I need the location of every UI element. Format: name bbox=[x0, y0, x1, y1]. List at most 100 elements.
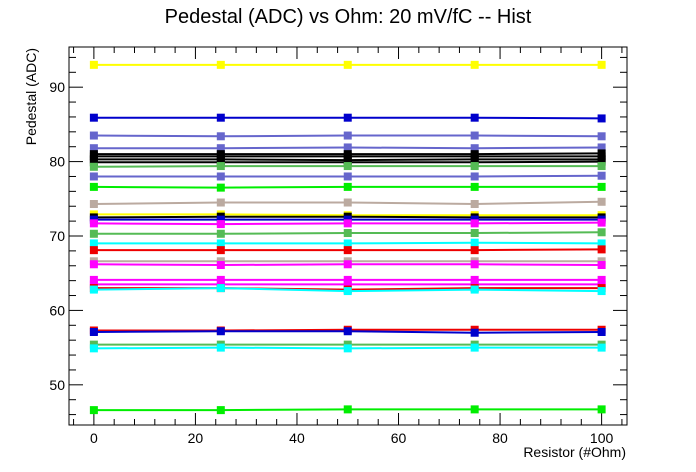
data-point bbox=[216, 198, 225, 207]
data-point bbox=[89, 285, 98, 294]
data-point bbox=[597, 182, 606, 191]
series-group bbox=[89, 60, 606, 415]
data-point bbox=[216, 215, 225, 224]
data-point bbox=[597, 327, 606, 336]
series-19 bbox=[89, 245, 606, 255]
data-point bbox=[470, 343, 479, 352]
data-point bbox=[343, 131, 352, 140]
series-18 bbox=[89, 238, 606, 248]
series-10 bbox=[89, 171, 606, 181]
y-tick-label: 90 bbox=[49, 79, 65, 95]
data-point bbox=[216, 220, 225, 229]
data-point bbox=[89, 229, 98, 238]
data-point bbox=[216, 406, 225, 415]
data-point bbox=[89, 406, 98, 415]
data-point bbox=[597, 60, 606, 69]
data-point bbox=[597, 197, 606, 206]
series-11 bbox=[89, 182, 606, 192]
data-point bbox=[470, 113, 479, 122]
data-point bbox=[216, 261, 225, 270]
data-point bbox=[470, 200, 479, 209]
data-point bbox=[343, 275, 352, 284]
series-9 bbox=[89, 162, 606, 171]
series-3 bbox=[89, 131, 606, 141]
data-point bbox=[216, 343, 225, 352]
data-point bbox=[343, 143, 352, 152]
data-point bbox=[597, 287, 606, 296]
data-point bbox=[89, 239, 98, 248]
series-27 bbox=[89, 327, 606, 337]
data-point bbox=[597, 405, 606, 414]
data-point bbox=[343, 239, 352, 248]
data-point bbox=[89, 113, 98, 122]
data-point bbox=[470, 219, 479, 228]
data-point bbox=[216, 113, 225, 122]
data-point bbox=[597, 171, 606, 180]
series-12 bbox=[89, 197, 606, 209]
data-point bbox=[216, 327, 225, 336]
data-point bbox=[89, 275, 98, 284]
x-tick-label: 20 bbox=[188, 430, 204, 446]
data-point bbox=[216, 144, 225, 153]
series-22 bbox=[89, 275, 606, 284]
data-point bbox=[89, 172, 98, 181]
chart-title: Pedestal (ADC) vs Ohm: 20 mV/fC -- Hist bbox=[164, 6, 532, 28]
y-tick-label: 50 bbox=[49, 377, 65, 393]
data-point bbox=[343, 405, 352, 414]
y-axis-label: Pedestal (ADC) bbox=[23, 48, 39, 145]
x-tick-label: 80 bbox=[492, 430, 508, 446]
data-point bbox=[597, 157, 606, 166]
series-1 bbox=[89, 60, 606, 69]
data-point bbox=[343, 182, 352, 191]
data-point bbox=[343, 344, 352, 353]
data-point bbox=[597, 114, 606, 123]
data-point bbox=[470, 238, 479, 247]
x-tick-label: 40 bbox=[289, 430, 305, 446]
series-25 bbox=[89, 284, 606, 296]
data-point bbox=[89, 200, 98, 209]
data-point bbox=[343, 246, 352, 255]
data-point bbox=[89, 131, 98, 140]
data-point bbox=[216, 246, 225, 255]
tick-labels: 0 20 40 60 80 100 50 60 70 80 90 bbox=[49, 79, 613, 446]
data-point bbox=[470, 229, 479, 238]
data-point bbox=[343, 113, 352, 122]
data-point bbox=[89, 327, 98, 336]
data-point bbox=[597, 228, 606, 237]
data-point bbox=[343, 280, 352, 289]
data-point bbox=[597, 343, 606, 352]
data-point bbox=[343, 172, 352, 181]
minor-ticks bbox=[69, 47, 627, 425]
series-29 bbox=[89, 343, 606, 353]
data-point bbox=[597, 275, 606, 284]
data-point bbox=[597, 218, 606, 227]
series-4 bbox=[89, 143, 606, 153]
series-30 bbox=[89, 405, 606, 415]
data-point bbox=[343, 162, 352, 171]
data-point bbox=[343, 198, 352, 207]
data-point bbox=[343, 327, 352, 336]
data-point bbox=[216, 275, 225, 284]
data-point bbox=[89, 246, 98, 255]
data-point bbox=[89, 144, 98, 153]
data-point bbox=[470, 328, 479, 337]
data-point bbox=[216, 132, 225, 141]
data-point bbox=[343, 287, 352, 296]
data-point bbox=[470, 182, 479, 191]
y-tick-label: 60 bbox=[49, 302, 65, 318]
data-point bbox=[343, 60, 352, 69]
series-17 bbox=[89, 228, 606, 238]
data-point bbox=[470, 275, 479, 284]
y-tick-label: 80 bbox=[49, 154, 65, 170]
data-point bbox=[216, 239, 225, 248]
data-point bbox=[89, 60, 98, 69]
data-point bbox=[343, 260, 352, 269]
series-2 bbox=[89, 113, 606, 123]
data-point bbox=[597, 245, 606, 254]
data-point bbox=[597, 239, 606, 248]
data-point bbox=[470, 131, 479, 140]
data-point bbox=[216, 162, 225, 171]
x-tick-label: 100 bbox=[590, 430, 614, 446]
data-point bbox=[597, 132, 606, 141]
